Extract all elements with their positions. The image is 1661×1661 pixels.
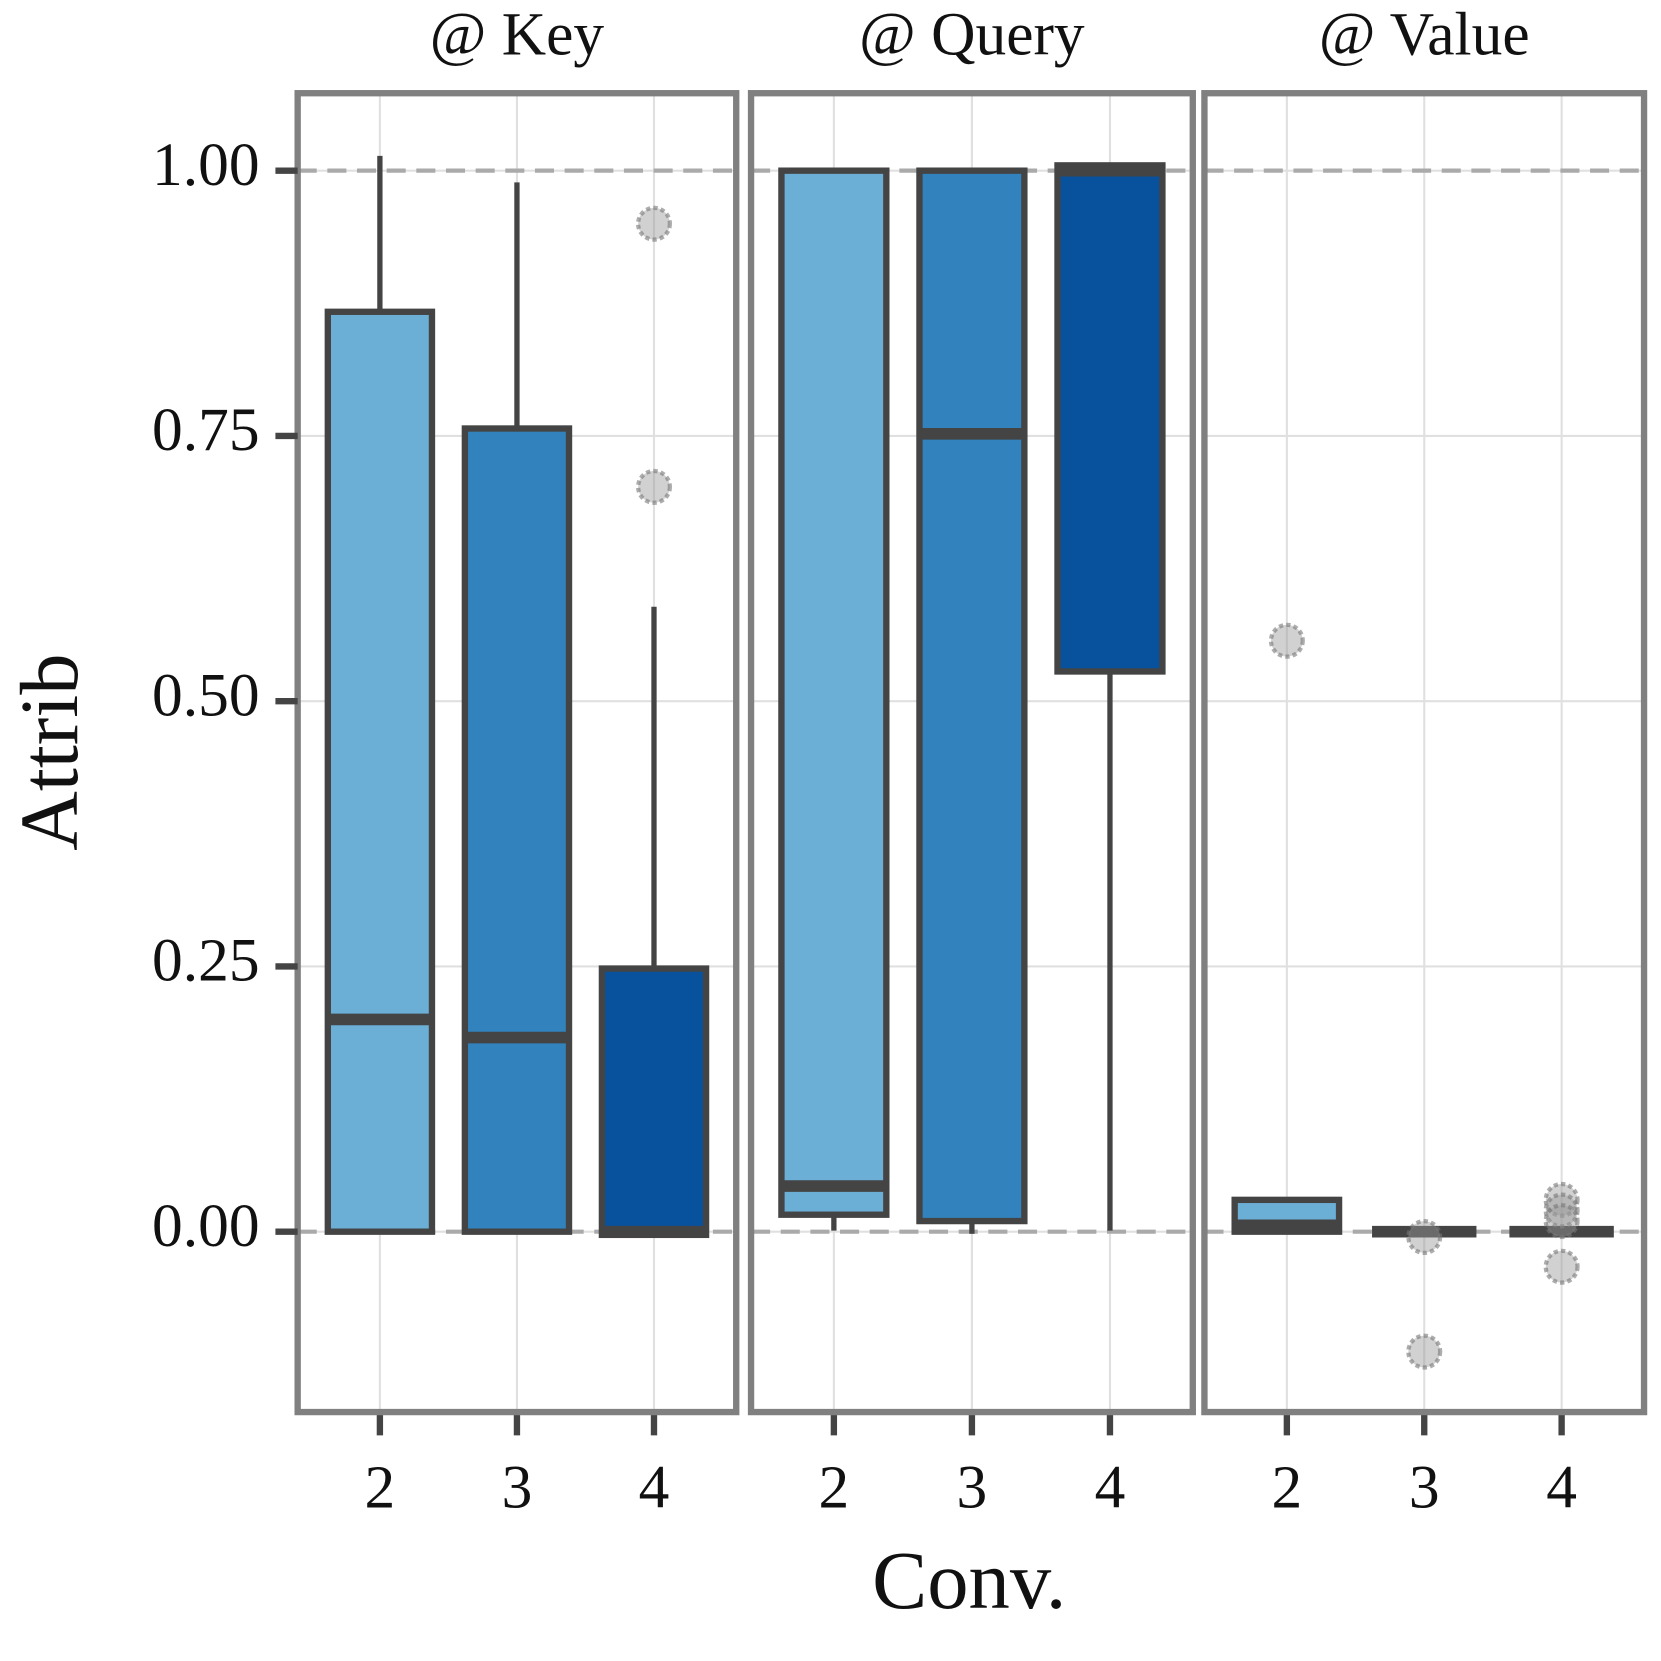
x-tick-label: 4 [1546,1454,1577,1522]
outlier [1268,622,1305,659]
outlier [1406,1333,1443,1370]
box [1054,162,1166,675]
outlier [1543,1248,1580,1285]
y-axis-label: Attrib [3,653,95,850]
y-tick-label: 0.00 [152,1192,260,1260]
x-tick-label: 3 [957,1454,988,1522]
x-tick-label: 3 [1409,1454,1440,1522]
box [916,167,1028,1225]
x-axis-label: Conv. [872,1534,1066,1626]
y-tick-label: 0.75 [152,396,260,464]
y-tick-label: 0.50 [152,661,260,729]
outlier [1543,1203,1580,1240]
panel-border [1201,90,1648,1416]
panel-border [294,90,740,1416]
panel-border [747,90,1196,1416]
outlier [635,205,673,242]
outlier [1543,1192,1580,1229]
y-tick-label: 1.00 [152,131,260,199]
box [324,308,436,1235]
panel-title: @ Query [859,0,1085,68]
box [461,425,573,1235]
x-tick-label: 2 [819,1454,850,1522]
x-tick-label: 4 [1095,1454,1126,1522]
box [778,167,890,1218]
y-tick-label: 0.25 [152,927,260,995]
x-tick-label: 2 [1272,1454,1303,1522]
x-tick-label: 2 [365,1454,396,1522]
x-tick-label: 4 [639,1454,670,1522]
panel-title: @ Key [430,0,605,68]
x-tick-label: 3 [502,1454,533,1522]
box [598,965,710,1239]
panel-title: @ Value [1319,0,1530,68]
outlier [1406,1218,1443,1256]
outlier [635,468,673,505]
